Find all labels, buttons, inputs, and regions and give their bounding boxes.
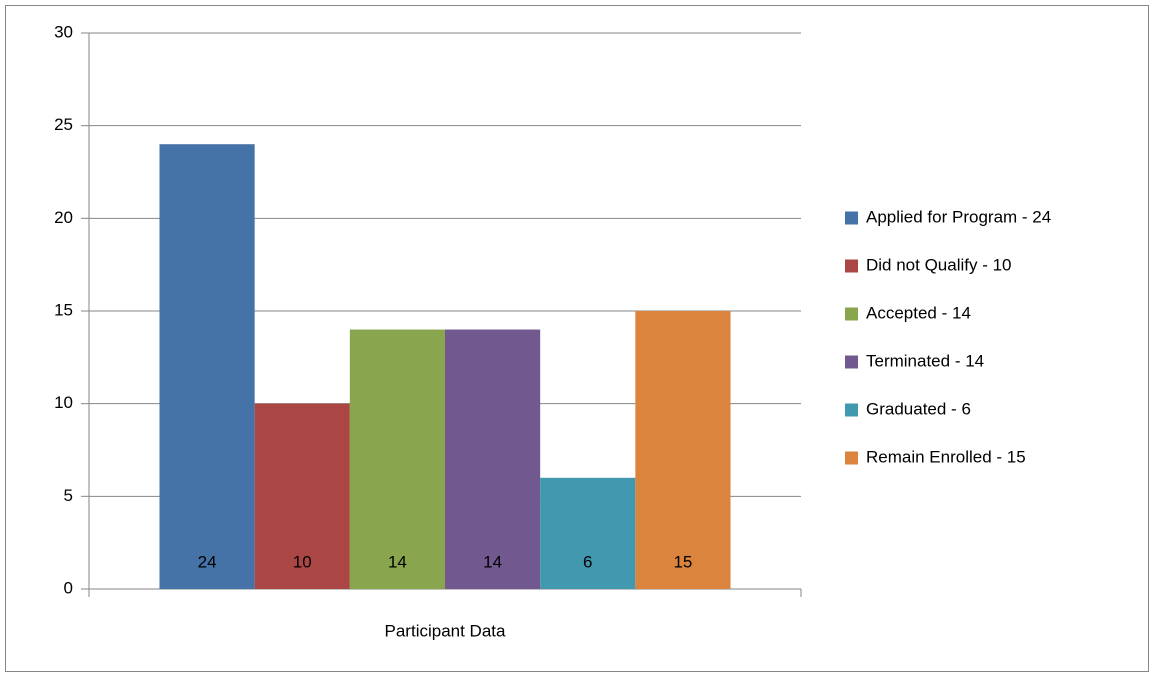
data-label: 14 [388, 552, 407, 571]
legend-label: Terminated - 14 [866, 351, 984, 370]
data-label: 6 [583, 552, 592, 571]
legend-label: Accepted - 14 [866, 303, 971, 322]
data-label: 10 [293, 552, 312, 571]
y-tick-label: 25 [54, 115, 73, 134]
y-tick-label: 15 [54, 300, 73, 319]
y-tick-label: 5 [64, 486, 73, 505]
legend-label: Applied for Program - 24 [866, 207, 1051, 226]
legend-swatch [845, 211, 858, 225]
legend-swatch [845, 403, 858, 417]
bar [635, 311, 731, 589]
y-tick-label: 0 [64, 578, 73, 597]
legend-swatch [845, 259, 858, 273]
data-label: 14 [483, 552, 502, 571]
legend-swatch [845, 355, 858, 369]
legend-swatch [845, 451, 858, 465]
data-label: 24 [198, 552, 217, 571]
bar [254, 403, 350, 589]
legend-label: Remain Enrolled - 15 [866, 447, 1026, 466]
x-tick-label: Participant Data [385, 621, 506, 640]
y-tick-label: 20 [54, 208, 73, 227]
bar [445, 329, 541, 589]
bar [540, 477, 636, 589]
legend-swatch [845, 307, 858, 321]
bar [349, 329, 445, 589]
legend-label: Graduated - 6 [866, 399, 971, 418]
data-label: 15 [673, 552, 692, 571]
legend-label: Did not Qualify - 10 [866, 255, 1012, 274]
y-tick-label: 30 [54, 22, 73, 41]
bar [159, 144, 255, 589]
y-tick-label: 10 [54, 393, 73, 412]
